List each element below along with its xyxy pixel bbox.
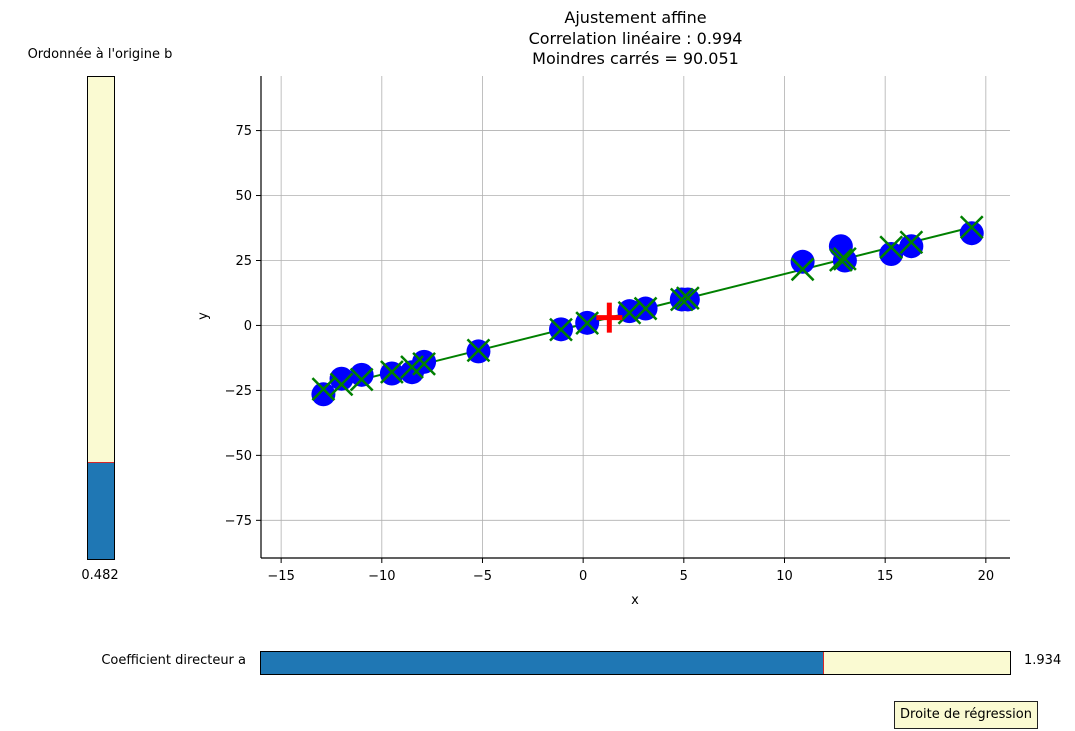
y-tick-label: 25 [235,254,252,269]
fitted-marker-stroke [329,372,354,397]
slope-slider-value: 1.934 [1024,653,1062,668]
axes [256,76,1010,563]
data-point [879,241,904,266]
intercept-slider-value: 0.482 [81,568,119,583]
x-axis-label: x [631,593,639,608]
data-point [349,362,374,387]
fitted-marker-stroke [311,377,336,401]
fitted-marker-stroke [790,257,815,282]
intercept-slider-label: Ordonnée à l'origine b [27,47,173,62]
y-tick-label: 50 [235,189,252,204]
fitted-marker-stroke [959,215,984,240]
fitted-point-marker [412,352,436,376]
fitted-point-marker [879,235,904,260]
fitted-point-marker [575,311,600,335]
fitted-point-marker [959,215,984,240]
fitted-point-marker [349,367,374,392]
data-point [959,221,984,246]
fitted-marker-stroke [412,352,436,376]
slope-slider-fill [261,652,823,674]
fitted-point-marker [329,372,354,397]
fitted-marker-stroke [379,360,404,384]
slope-slider-label: Coefficient directeur a [101,653,246,668]
y-tick-label: 0 [244,319,252,334]
data-point [412,349,437,374]
fitted-point-marker [833,247,857,271]
fitted-marker-stroke [466,338,491,363]
fitted-marker-stroke [899,230,924,255]
x-tick-label: −15 [267,569,294,584]
data-point [311,382,336,407]
fitted-marker-stroke [633,296,658,321]
data-point [899,234,924,259]
fitted-marker-stroke [349,367,374,392]
fitted-marker-stroke [828,248,853,272]
fitted-marker-stroke [549,317,573,342]
fitted-point-marker [675,286,700,311]
chart-title: Ajustement affine [564,8,707,27]
y-tick-label: −75 [225,514,252,529]
fitted-point-marker [790,257,815,282]
x-tick-label: 10 [776,569,793,584]
x-tick-label: −5 [473,569,492,584]
regression-line-button[interactable]: Droite de régression [894,701,1038,729]
fitted-marker-stroke [675,286,700,311]
slope-slider-handle[interactable] [822,652,824,674]
y-axis-label: y [196,312,211,320]
fitted-point-marker [549,317,573,342]
fitted-point-marker [466,338,491,363]
chart-subtitle-correlation: Correlation linéaire : 0.994 [528,29,743,48]
intercept-slider[interactable] [87,76,115,560]
x-tick-label: 0 [579,569,587,584]
fitted-marker-stroke [833,247,857,271]
fitted-point-marker [633,296,658,321]
x-tick-label: 5 [680,569,688,584]
x-tick-label: −10 [368,569,395,584]
fitted-point-marker [828,248,853,272]
chart-subtitle-least-squares: Moindres carrés = 90.051 [532,49,739,68]
fitted-marker-stroke [879,235,904,260]
x-tick-label: 20 [978,569,995,584]
fitted-point-marker [311,377,336,401]
fitted-marker-stroke [669,287,694,312]
fitted-point-marker [379,360,404,384]
fitted-point-marker [899,230,924,255]
slope-slider[interactable] [260,651,1011,675]
x-tick-label: 15 [877,569,894,584]
mean-point-marker [596,302,623,333]
y-tick-label: −25 [225,384,252,399]
fitted-point-marker [669,287,694,312]
data-points-layer [311,215,984,407]
intercept-slider-fill [88,462,114,559]
y-tick-label: −50 [225,449,252,464]
y-tick-label: 75 [235,124,252,139]
intercept-slider-handle[interactable] [88,461,114,463]
data-point [790,249,815,274]
data-point [329,366,354,391]
fitted-marker-stroke [575,311,600,335]
